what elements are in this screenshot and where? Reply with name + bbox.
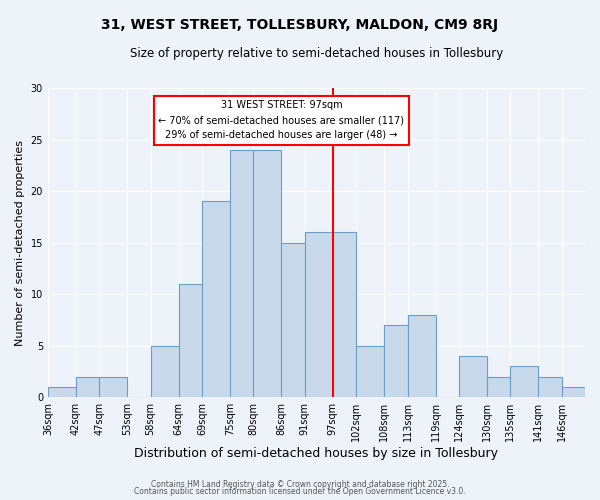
Bar bbox=[384, 325, 407, 398]
Bar bbox=[459, 356, 487, 398]
Title: Size of property relative to semi-detached houses in Tollesbury: Size of property relative to semi-detach… bbox=[130, 48, 503, 60]
Text: 31 WEST STREET: 97sqm
← 70% of semi-detached houses are smaller (117)
29% of sem: 31 WEST STREET: 97sqm ← 70% of semi-deta… bbox=[158, 100, 404, 140]
Bar bbox=[562, 387, 585, 398]
Bar bbox=[253, 150, 281, 398]
Text: 31, WEST STREET, TOLLESBURY, MALDON, CM9 8RJ: 31, WEST STREET, TOLLESBURY, MALDON, CM9… bbox=[101, 18, 499, 32]
Bar bbox=[538, 376, 562, 398]
Bar bbox=[230, 150, 253, 398]
Text: Contains HM Land Registry data © Crown copyright and database right 2025.: Contains HM Land Registry data © Crown c… bbox=[151, 480, 449, 489]
Bar bbox=[151, 346, 179, 398]
Y-axis label: Number of semi-detached properties: Number of semi-detached properties bbox=[15, 140, 25, 346]
Bar bbox=[487, 376, 510, 398]
Bar bbox=[48, 387, 76, 398]
Bar bbox=[99, 376, 127, 398]
Bar bbox=[179, 284, 202, 398]
Bar bbox=[356, 346, 384, 398]
Bar bbox=[281, 242, 305, 398]
Bar bbox=[407, 315, 436, 398]
Text: Contains public sector information licensed under the Open Government Licence v3: Contains public sector information licen… bbox=[134, 488, 466, 496]
Bar bbox=[202, 202, 230, 398]
X-axis label: Distribution of semi-detached houses by size in Tollesbury: Distribution of semi-detached houses by … bbox=[134, 447, 499, 460]
Bar bbox=[76, 376, 99, 398]
Bar bbox=[333, 232, 356, 398]
Bar bbox=[510, 366, 538, 398]
Bar bbox=[305, 232, 333, 398]
